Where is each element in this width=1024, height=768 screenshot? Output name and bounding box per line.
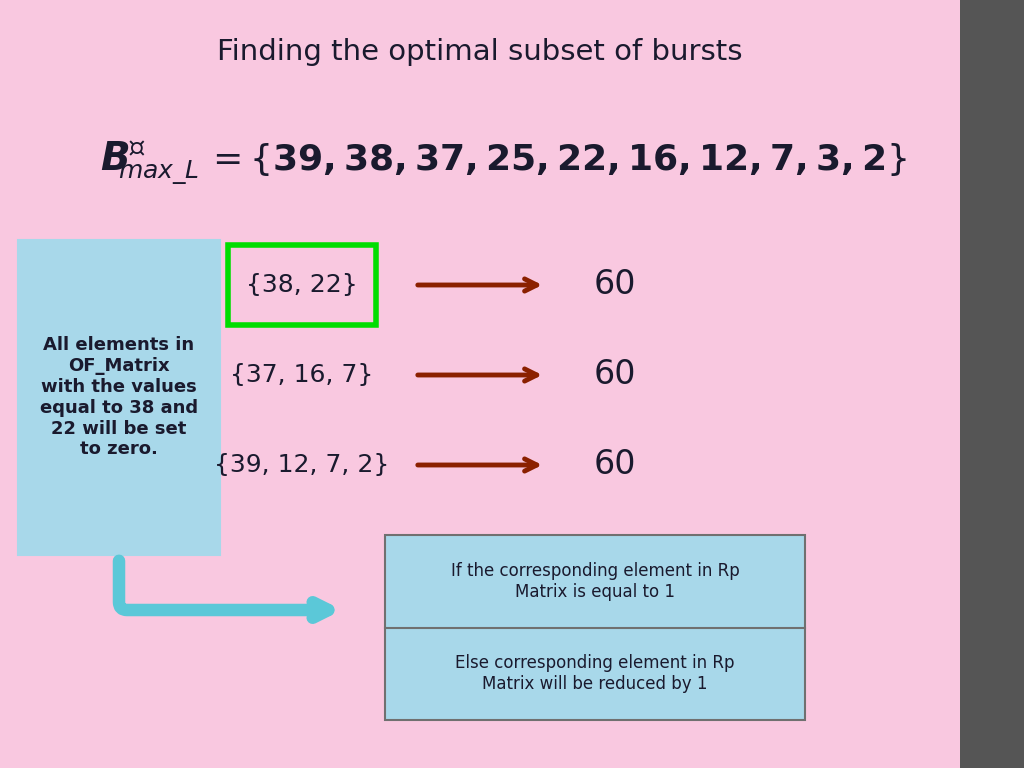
Text: If the corresponding element in Rp
Matrix is equal to 1: If the corresponding element in Rp Matri… [451,562,739,601]
Text: 60: 60 [594,359,636,392]
Text: $= \{$$\mathbf{39, 38, 37, 25, 22, 16, 12, 7, 3, 2}$$\}$: $= \{$$\mathbf{39, 38, 37, 25, 22, 16, 1… [205,141,907,178]
Text: Finding the optimal subset of bursts: Finding the optimal subset of bursts [217,38,742,66]
FancyBboxPatch shape [385,535,805,720]
FancyBboxPatch shape [228,245,376,325]
Text: $\mathit{max\_L}$: $\mathit{max\_L}$ [118,158,200,186]
Text: {38, 22}: {38, 22} [246,273,357,297]
Text: {39, 12, 7, 2}: {39, 12, 7, 2} [214,453,390,477]
FancyBboxPatch shape [18,240,220,555]
Text: 60: 60 [594,449,636,482]
Text: All elements in
OF_Matrix
with the values
equal to 38 and
22 will be set
to zero: All elements in OF_Matrix with the value… [40,336,198,458]
Text: Else corresponding element in Rp
Matrix will be reduced by 1: Else corresponding element in Rp Matrix … [456,654,735,694]
Text: $\bfit{B'}$: $\bfit{B'}$ [100,141,146,179]
Text: {37, 16, 7}: {37, 16, 7} [230,363,374,387]
Text: 60: 60 [594,269,636,302]
FancyBboxPatch shape [961,0,1024,768]
